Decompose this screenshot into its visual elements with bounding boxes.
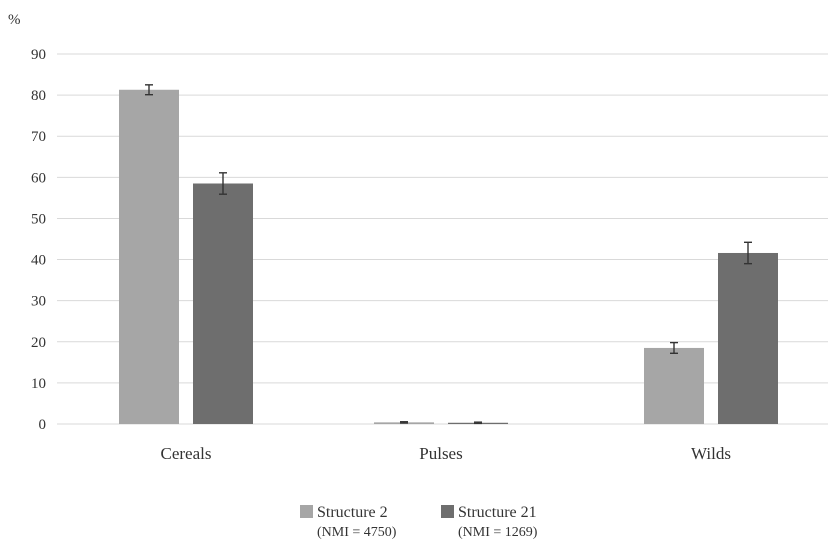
error-bar-pulses-series-1 xyxy=(400,421,408,424)
y-tick-label: 30 xyxy=(31,294,46,310)
bar-wilds-series-1 xyxy=(644,347,704,424)
legend-note: (NMI = 4750) xyxy=(317,525,397,540)
y-tick-label: 60 xyxy=(31,170,46,186)
error-bar-wilds-series-1 xyxy=(670,341,678,354)
legend-item-series-2: Structure 21 (NMI = 1269) xyxy=(441,504,538,540)
y-tick-labels: 0 10 20 30 40 50 60 70 80 90 xyxy=(31,47,46,433)
bar-cereals-series-2 xyxy=(193,183,253,424)
y-tick-label: 10 xyxy=(31,376,46,392)
legend-label: Structure 21 xyxy=(458,504,537,521)
bar-cereals-series-1 xyxy=(119,89,179,425)
legend-swatch xyxy=(300,505,313,518)
y-tick-label: 50 xyxy=(31,211,46,227)
y-tick-label: 90 xyxy=(31,47,46,63)
error-bar-wilds-series-2 xyxy=(744,241,752,265)
category-labels: Cereals Pulses Wilds xyxy=(161,444,731,463)
legend-note: (NMI = 1269) xyxy=(458,525,538,540)
legend-item-series-1: Structure 2 (NMI = 4750) xyxy=(300,504,397,540)
legend: Structure 2 (NMI = 4750) Structure 21 (NMI … xyxy=(300,504,538,540)
category-label-pulses: Pulses xyxy=(419,444,462,463)
bars xyxy=(119,89,778,425)
error-bars xyxy=(145,84,752,425)
error-bar-cereals-series-2 xyxy=(219,172,227,195)
y-tick-label: 0 xyxy=(39,417,47,433)
y-axis-label: % xyxy=(8,12,21,28)
legend-label: Structure 2 xyxy=(317,504,388,521)
category-label-cereals: Cereals xyxy=(161,444,212,463)
error-bar-pulses-series-2 xyxy=(474,421,482,425)
y-tick-label: 40 xyxy=(31,253,46,269)
bar-wilds-series-2 xyxy=(718,252,778,424)
error-bar-cereals-series-1 xyxy=(145,84,153,96)
y-tick-label: 20 xyxy=(31,335,46,351)
category-label-wilds: Wilds xyxy=(691,444,731,463)
legend-swatch xyxy=(441,505,454,518)
y-tick-label: 80 xyxy=(31,88,46,104)
gridlines xyxy=(57,53,828,425)
y-tick-label: 70 xyxy=(31,129,46,145)
